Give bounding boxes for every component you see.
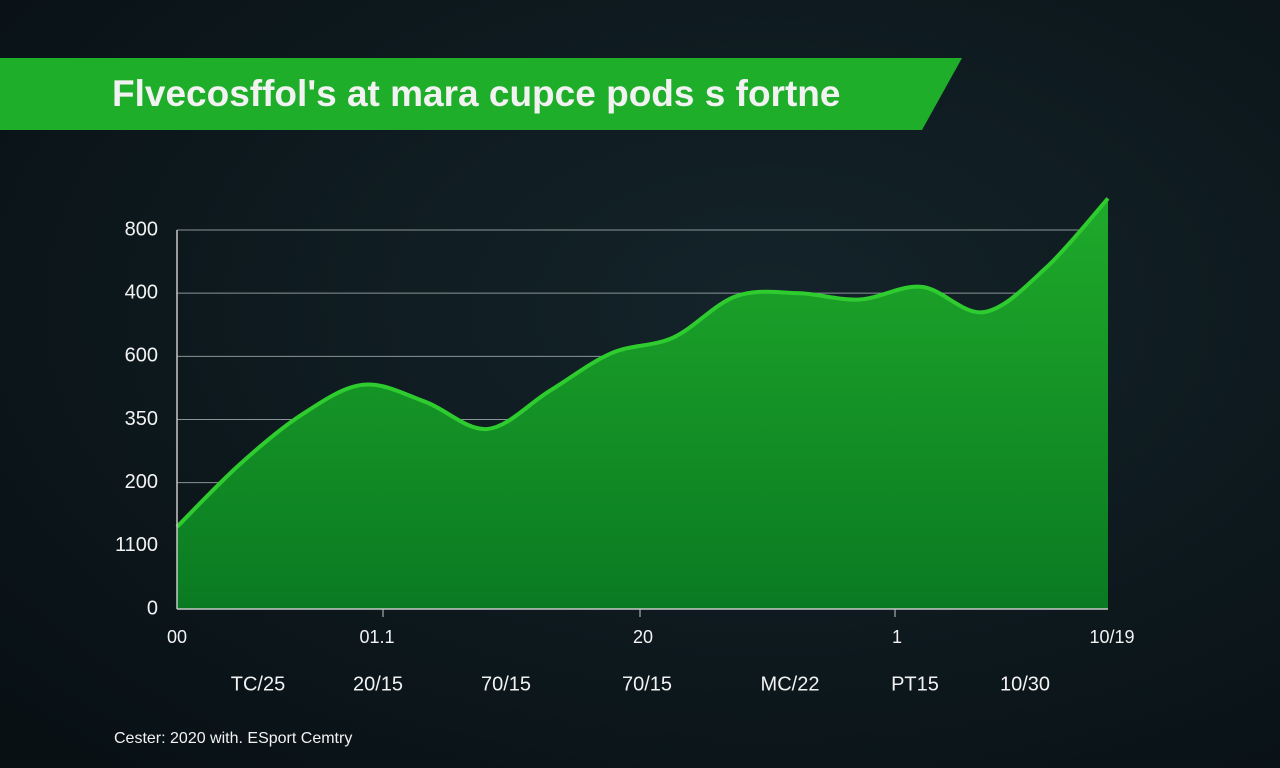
y-tick-label: 400 (125, 281, 158, 303)
plot: 0 1100 200 350 600 400 800 00 01.1 20 1 10/19 TC/25 2… (115, 197, 1135, 695)
x-label: 70/15 (622, 673, 672, 695)
footer: Cester: 2020 with. ESport Cemtry (114, 730, 352, 747)
x-tick-label: 01.1 (359, 627, 394, 647)
y-tick-label: 1100 (115, 534, 158, 556)
x-label: 10/30 (1000, 673, 1050, 695)
x-tick-label: 1 (892, 627, 902, 647)
x-label: MC/22 (761, 673, 820, 695)
title-banner (0, 58, 962, 130)
area (177, 198, 1108, 609)
y-tick-label: 600 (125, 345, 158, 367)
y-tick-label: 0 (147, 597, 158, 619)
chart-title: Flvecosffol's at mara cupce pods s fortn… (112, 73, 840, 114)
x-label: TC/25 (231, 673, 285, 695)
x-tick-label: 20 (633, 627, 653, 647)
y-tick-label: 200 (125, 471, 158, 493)
x-label: 20/15 (353, 673, 403, 695)
y-tick-label: 350 (125, 408, 158, 430)
x-tick-label: 10/19 (1089, 627, 1134, 647)
y-tick-label: 800 (125, 218, 158, 240)
line (175, 197, 1110, 529)
x-tick-label: 00 (167, 627, 187, 647)
x-label: 70/15 (481, 673, 531, 695)
x-label: PT15 (891, 673, 939, 695)
